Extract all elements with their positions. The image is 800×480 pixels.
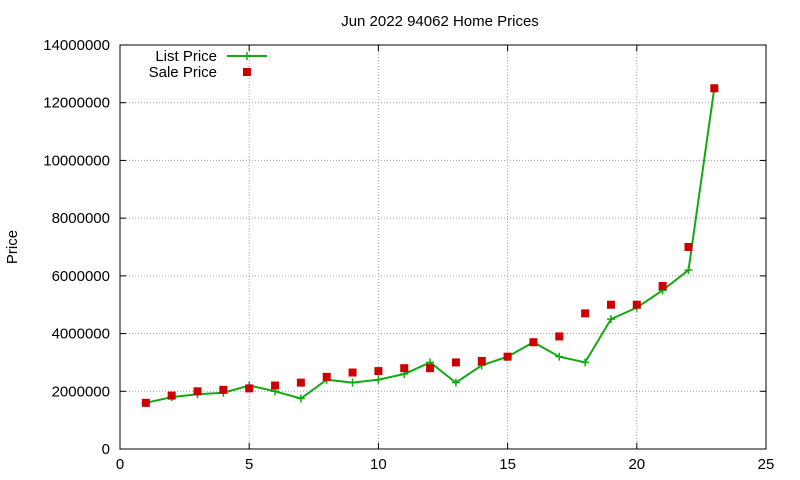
- sale-price-point: [606, 300, 615, 309]
- legend: List Price Sale Price: [149, 48, 267, 81]
- x-tick-label: 10: [370, 456, 387, 473]
- y-tick-label: 6000000: [52, 268, 110, 285]
- y-tick-label: 12000000: [43, 95, 110, 112]
- sale-price-point: [658, 281, 667, 290]
- sale-price-point: [477, 356, 486, 365]
- sale-price-point: [710, 84, 719, 93]
- legend-sample-sale-price: [243, 68, 251, 76]
- y-tick-label: 8000000: [52, 210, 110, 227]
- legend-label-sale-price: Sale Price: [149, 64, 217, 81]
- sale-price-point: [581, 309, 590, 318]
- y-tick-label: 14000000: [43, 37, 110, 54]
- x-tick-label: 15: [499, 456, 516, 473]
- x-tick-label: 20: [628, 456, 645, 473]
- sale-price-point: [141, 398, 150, 407]
- chart-title: Jun 2022 94062 Home Prices: [341, 13, 539, 30]
- list-price-point: [684, 266, 693, 275]
- y-tick-label: 2000000: [52, 383, 110, 400]
- list-price-point: [451, 378, 460, 387]
- series-layer: [141, 84, 719, 407]
- plot-frame: [119, 44, 767, 450]
- sale-price-point: [503, 352, 512, 361]
- axis-ticks: 0 5 10 15 20 25 0 2000000 4000000 6000000 8000000 1…: [43, 37, 774, 473]
- sale-price-point: [451, 358, 460, 367]
- legend-label-list-price: List Price: [155, 48, 217, 65]
- sale-price-point: [219, 385, 228, 394]
- list-price-point: [581, 358, 590, 367]
- sale-price-point: [245, 384, 254, 393]
- list-price-point: [296, 394, 305, 403]
- x-tick-label: 0: [116, 456, 124, 473]
- sale-price-point: [529, 338, 538, 347]
- sale-price-point: [632, 300, 641, 309]
- sale-price-point: [348, 368, 357, 377]
- sale-price-point: [555, 332, 564, 341]
- sale-price-point: [167, 391, 176, 400]
- sale-price-point: [684, 243, 693, 251]
- list-price-point: [374, 375, 383, 384]
- legend-sample-list-price: [227, 52, 267, 60]
- sale-price-point: [296, 378, 305, 387]
- grid: [120, 45, 766, 449]
- x-tick-label: 25: [758, 456, 775, 473]
- x-tick-label: 5: [245, 456, 253, 473]
- series-line-list-price: [145, 88, 716, 404]
- sale-price-point: [426, 364, 435, 373]
- y-tick-label: 4000000: [52, 326, 110, 343]
- list-price-point: [606, 315, 615, 324]
- list-price-point: [555, 352, 564, 361]
- sale-price-point: [193, 387, 202, 396]
- sale-price-point: [400, 364, 409, 373]
- y-tick-label: 0: [102, 441, 110, 458]
- sale-price-point: [374, 367, 383, 376]
- y-axis-label: Price: [4, 230, 21, 264]
- y-tick-label: 10000000: [43, 152, 110, 169]
- sale-price-point: [271, 381, 280, 390]
- list-price-point: [348, 378, 357, 387]
- sale-price-point: [322, 372, 331, 381]
